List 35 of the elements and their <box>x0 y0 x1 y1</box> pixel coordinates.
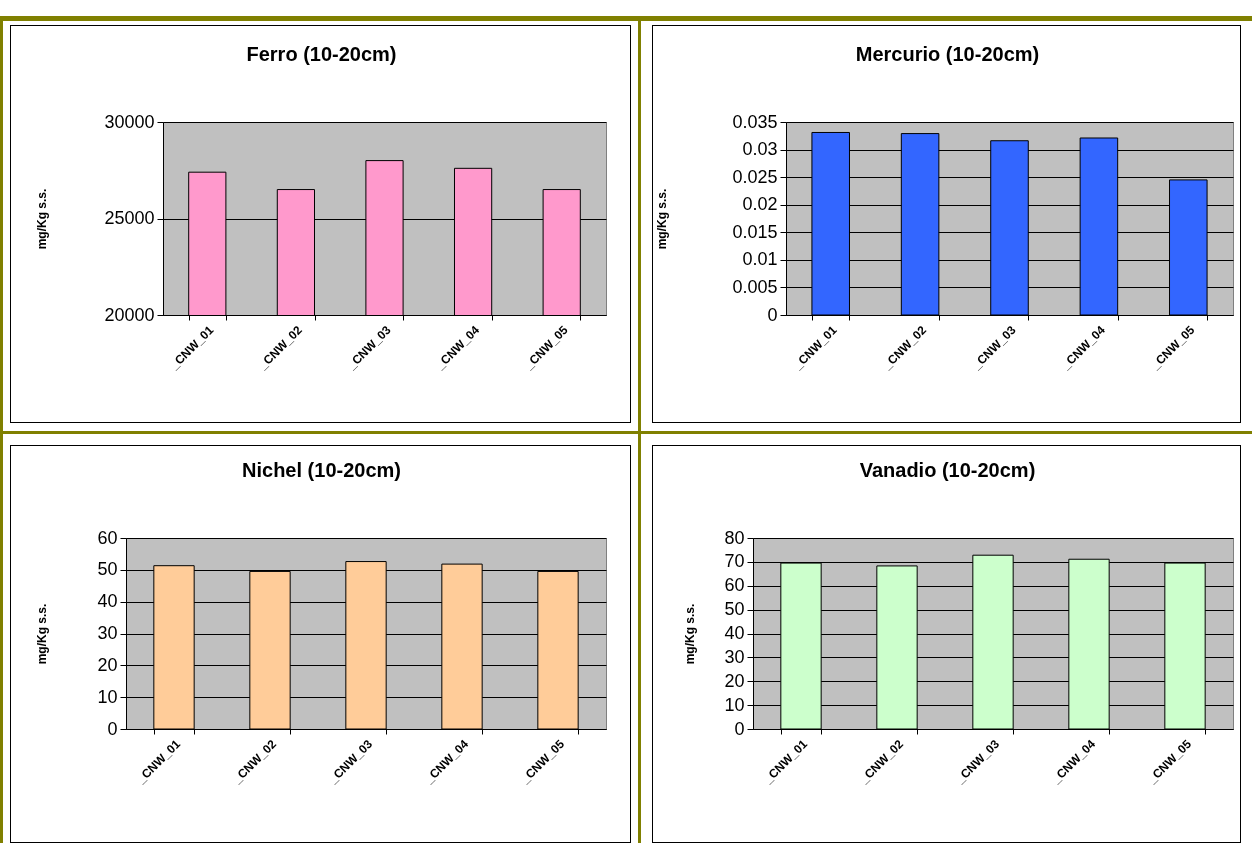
y-axis-title: mg/Kg s.s. <box>682 603 697 665</box>
y-axis-title: mg/Kg s.s. <box>34 188 49 250</box>
y-tick-label: 80 <box>724 527 745 548</box>
y-tick-label: 10 <box>97 686 118 707</box>
y-tick-label: 10 <box>724 694 745 715</box>
chart-title: Mercurio (10-20cm) <box>855 43 1040 65</box>
y-tick-label: 0.005 <box>732 276 778 297</box>
y-tick-label: 0 <box>107 718 118 739</box>
chart-title: Nichel (10-20cm) <box>242 459 401 481</box>
y-tick-label: 0.035 <box>732 111 778 132</box>
chart-title: Ferro (10-20cm) <box>246 43 397 65</box>
y-tick-label: 50 <box>97 559 118 580</box>
y-tick-label: 0.015 <box>732 221 778 242</box>
y-axis-title: mg/Kg s.s. <box>34 603 49 665</box>
y-tick-label: 30 <box>724 646 745 667</box>
y-tick-label: 70 <box>724 551 745 572</box>
y-tick-label: 0 <box>767 304 778 325</box>
y-tick-label: 0.03 <box>742 139 778 160</box>
y-axis-title: mg/Kg s.s. <box>654 188 669 250</box>
y-tick-label: 0 <box>734 718 745 739</box>
y-tick-label: 20 <box>97 654 118 675</box>
y-tick-label: 30 <box>97 623 118 643</box>
y-tick-label: 0.02 <box>742 194 778 215</box>
y-tick-label: 0.01 <box>742 249 778 270</box>
y-tick-label: 25000 <box>104 208 155 228</box>
y-tick-label: 20000 <box>104 304 155 325</box>
y-tick-label: 0.025 <box>732 166 778 187</box>
y-tick-label: 60 <box>97 527 118 548</box>
y-tick-label: 40 <box>724 623 745 643</box>
chart-title: Vanadio (10-20cm) <box>859 459 1036 481</box>
y-tick-label: 50 <box>724 599 745 620</box>
y-tick-label: 40 <box>97 591 118 612</box>
y-tick-label: 60 <box>724 575 745 596</box>
y-tick-label: 20 <box>724 670 745 691</box>
y-tick-label: 30000 <box>104 111 155 132</box>
